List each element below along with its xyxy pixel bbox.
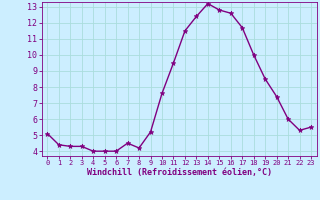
X-axis label: Windchill (Refroidissement éolien,°C): Windchill (Refroidissement éolien,°C) (87, 168, 272, 177)
